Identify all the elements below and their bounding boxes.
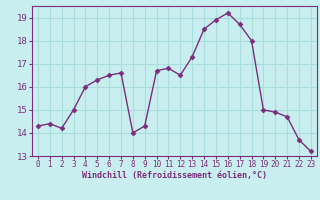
X-axis label: Windchill (Refroidissement éolien,°C): Windchill (Refroidissement éolien,°C) bbox=[82, 171, 267, 180]
